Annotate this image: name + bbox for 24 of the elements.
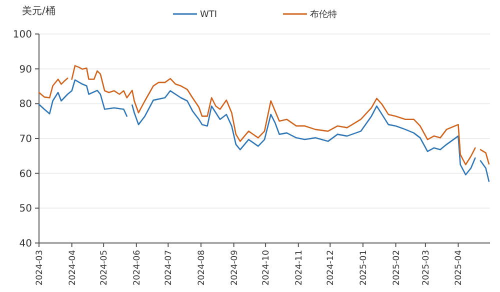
x-tick-label: 2024-03 bbox=[35, 250, 45, 286]
y-axis-title: 美元/桶 bbox=[22, 5, 56, 17]
x-tick-label: 2024-12 bbox=[326, 250, 336, 286]
legend-label: WTI bbox=[200, 10, 218, 20]
x-tick-label: 2024-07 bbox=[164, 250, 174, 286]
y-tick-label: 70 bbox=[19, 134, 32, 145]
x-tick-label: 2024-09 bbox=[230, 250, 240, 286]
x-tick-label: 2024-06 bbox=[132, 250, 142, 286]
x-tick-label: 2025-04 bbox=[454, 250, 464, 286]
x-tick-label: 2024-05 bbox=[100, 250, 110, 286]
x-tick-label: 2025-02 bbox=[392, 250, 402, 286]
y-tick-label: 80 bbox=[19, 99, 32, 110]
x-tick-label: 2025-03 bbox=[421, 250, 432, 286]
y-tick-label: 90 bbox=[19, 64, 32, 76]
x-tick-label: 2024-08 bbox=[196, 250, 207, 286]
x-tick-label: 2024-10 bbox=[262, 250, 272, 286]
y-tick-label: 60 bbox=[19, 168, 32, 180]
x-tick-label: 2024-11 bbox=[294, 250, 304, 286]
y-tick-label: 40 bbox=[19, 238, 32, 250]
y-tick-label: 50 bbox=[19, 204, 32, 215]
x-tick-label: 2024-04 bbox=[68, 250, 78, 286]
legend-label: 布伦特 bbox=[310, 9, 337, 20]
y-tick-label: 100 bbox=[12, 30, 32, 40]
x-tick-label: 2025-01 bbox=[358, 250, 369, 286]
